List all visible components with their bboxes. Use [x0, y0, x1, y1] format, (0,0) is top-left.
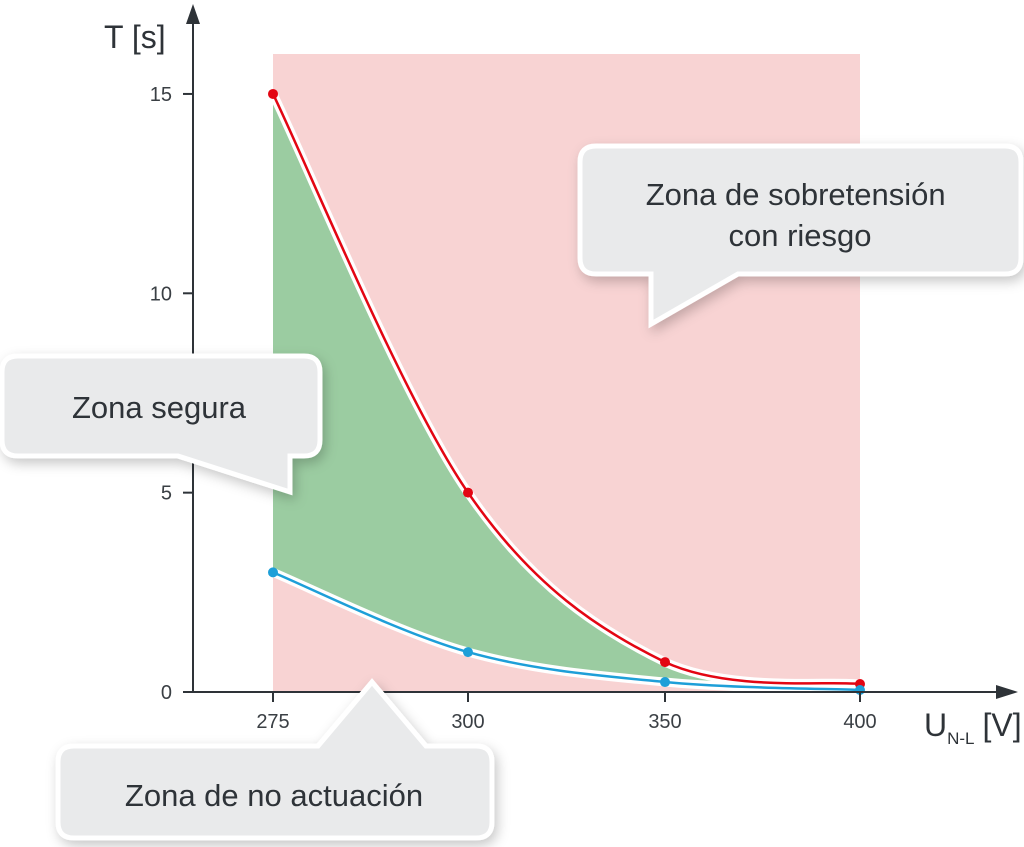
lower-point-2 [660, 677, 670, 688]
x-tick-label: 400 [843, 711, 876, 733]
callout-danger-line1: Zona de sobretensión [646, 177, 946, 212]
x-axis-title-unit: [V] [983, 707, 1022, 743]
y-tick-label: 10 [150, 283, 172, 305]
callout-danger-line2: con riesgo [728, 218, 871, 253]
x-axis-title-sub: N-L [947, 729, 974, 748]
callout-no-action [55, 678, 495, 841]
data-points [268, 88, 865, 696]
x-axis-title-main: U [924, 707, 947, 743]
callout-no-action-text: Zona de no actuación [125, 778, 423, 813]
axis-ticks: 275 300 350 400 0 5 10 15 [150, 84, 877, 733]
x-axis-arrow [996, 685, 1018, 699]
callout-safe [0, 353, 323, 496]
x-tick-label: 275 [256, 711, 289, 733]
y-axis-title: T [s] [104, 19, 166, 55]
x-tick-label: 300 [451, 711, 484, 733]
upper-point-0 [268, 88, 278, 99]
series-upper-line [271, 93, 861, 686]
callout-danger [577, 143, 1024, 329]
callout-danger-bubble [577, 143, 1024, 329]
callout-danger-text: Zona de sobretensión con riesgo [646, 177, 955, 253]
callout-safe-text: Zona segura [72, 390, 247, 425]
upper-point-2 [660, 657, 670, 668]
y-tick-label: 5 [161, 483, 172, 505]
x-axis-title: UN-L [V] [924, 707, 1022, 748]
lower-point-1 [463, 647, 473, 658]
y-axis-arrow [186, 4, 200, 24]
x-tick-label: 350 [648, 711, 681, 733]
series-lower-line [272, 571, 861, 692]
upper-point-1 [463, 487, 473, 498]
lower-point-0 [268, 567, 278, 578]
safe-region [273, 93, 860, 690]
callout-no-action-bubble [55, 678, 495, 841]
y-tick-label: 0 [161, 682, 172, 704]
callout-safe-bubble [0, 353, 323, 496]
y-tick-label: 15 [150, 84, 172, 106]
